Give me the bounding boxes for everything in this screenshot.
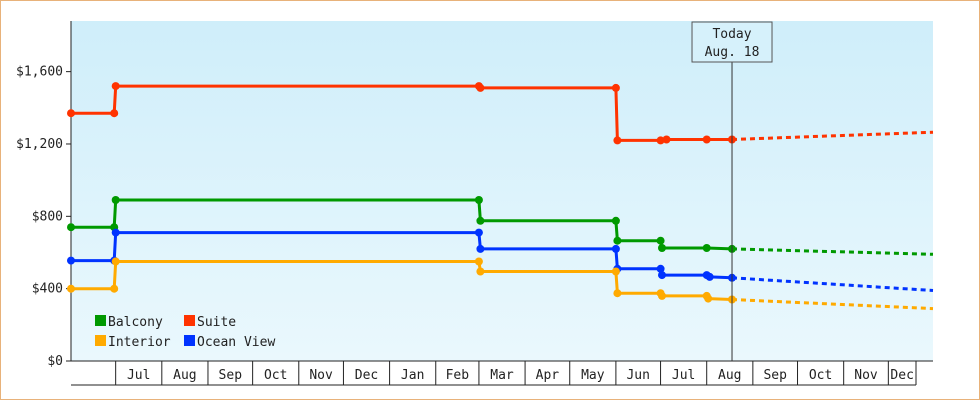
data-point[interactable]: [67, 256, 75, 265]
x-tick-label: Oct: [809, 368, 832, 383]
data-point[interactable]: [476, 267, 485, 276]
data-point[interactable]: [702, 244, 711, 252]
today-label-box: [691, 21, 773, 63]
y-axis: $0 $400 $800 $1,200 $1,600: [16, 21, 72, 369]
series-forecast-line: [731, 130, 934, 141]
data-point[interactable]: [474, 228, 483, 237]
data-point[interactable]: [67, 109, 75, 118]
data-point[interactable]: [111, 82, 120, 91]
data-point[interactable]: [110, 284, 119, 293]
data-point[interactable]: [656, 236, 665, 245]
x-tick-label: Jul: [672, 368, 695, 383]
data-point[interactable]: [67, 223, 75, 232]
x-tick-label: Nov: [309, 368, 333, 383]
legend-item: Interior: [95, 335, 171, 350]
legend-swatch: [184, 335, 195, 346]
data-point[interactable]: [704, 294, 713, 303]
legend-label: Suite: [197, 315, 236, 330]
data-point[interactable]: [658, 291, 666, 300]
x-tick-label: Aug: [718, 368, 741, 383]
data-point[interactable]: [656, 136, 665, 145]
x-tick-label: Feb: [446, 368, 470, 383]
plot-background: [71, 21, 933, 361]
x-tick-label: Sep: [219, 368, 243, 383]
x-tick-label: Mar: [490, 368, 514, 383]
data-point[interactable]: [476, 244, 485, 253]
today-marker: Today Aug. 18: [691, 21, 773, 361]
y-tick-label: $1,600: [16, 65, 63, 80]
legend-swatch: [184, 315, 195, 326]
x-tick-label: Jul: [127, 368, 150, 383]
x-tick-label: Apr: [536, 368, 560, 383]
series-forecast-line: [731, 276, 934, 292]
data-point[interactable]: [613, 136, 622, 145]
x-tick-label: May: [581, 368, 605, 383]
x-tick-label: Aug: [173, 368, 196, 383]
data-point[interactable]: [111, 196, 120, 204]
data-point[interactable]: [474, 196, 483, 204]
x-tick-label: Jan: [401, 368, 424, 383]
today-label: Today: [712, 27, 751, 42]
y-tick-label: $0: [47, 354, 63, 369]
x-tick-label: Sep: [763, 368, 787, 383]
x-tick-label: Nov: [854, 368, 878, 383]
data-point[interactable]: [611, 83, 620, 92]
data-point[interactable]: [705, 272, 714, 281]
data-point[interactable]: [662, 135, 671, 144]
series-layer: [67, 82, 934, 311]
data-point[interactable]: [658, 244, 666, 252]
legend-swatch: [95, 315, 106, 326]
data-point[interactable]: [702, 135, 711, 144]
data-point[interactable]: [656, 264, 665, 273]
data-point[interactable]: [474, 257, 483, 266]
series-suite: [67, 82, 934, 145]
legend-swatch: [95, 335, 106, 346]
data-point[interactable]: [476, 83, 485, 92]
data-point[interactable]: [67, 284, 75, 293]
today-date: Aug. 18: [705, 45, 760, 60]
data-point[interactable]: [111, 228, 120, 237]
legend-item: Ocean View: [184, 335, 275, 350]
series-forecast-line: [731, 247, 934, 256]
series-balcony: [67, 196, 934, 256]
x-axis: Jul Aug Sep Oct Nov Dec Jan Feb Mar Apr May Jun Jul A…: [71, 360, 933, 386]
series-interior: [67, 257, 934, 311]
series-forecast-line: [731, 298, 934, 311]
legend: Balcony Suite Interior Ocean View: [95, 315, 275, 350]
data-point[interactable]: [613, 236, 622, 245]
data-point[interactable]: [611, 244, 620, 253]
legend-label: Interior: [108, 335, 171, 350]
y-tick-label: $800: [32, 209, 63, 224]
data-point[interactable]: [611, 267, 620, 276]
y-tick-label: $400: [32, 282, 63, 297]
x-tick-label: Jun: [626, 368, 649, 383]
data-point[interactable]: [611, 216, 620, 225]
data-point[interactable]: [111, 257, 120, 266]
data-point[interactable]: [658, 271, 666, 280]
x-tick-label: Dec: [890, 368, 913, 383]
data-point[interactable]: [110, 109, 119, 118]
legend-item: Suite: [184, 315, 236, 330]
x-tick-label: Dec: [355, 368, 378, 383]
data-point[interactable]: [613, 289, 622, 298]
data-point[interactable]: [476, 216, 485, 225]
legend-item: Balcony: [95, 315, 163, 330]
legend-label: Ocean View: [197, 335, 275, 350]
y-tick-label: $1,200: [16, 137, 63, 152]
legend-label: Balcony: [108, 315, 163, 330]
x-tick-label: Oct: [264, 368, 287, 383]
